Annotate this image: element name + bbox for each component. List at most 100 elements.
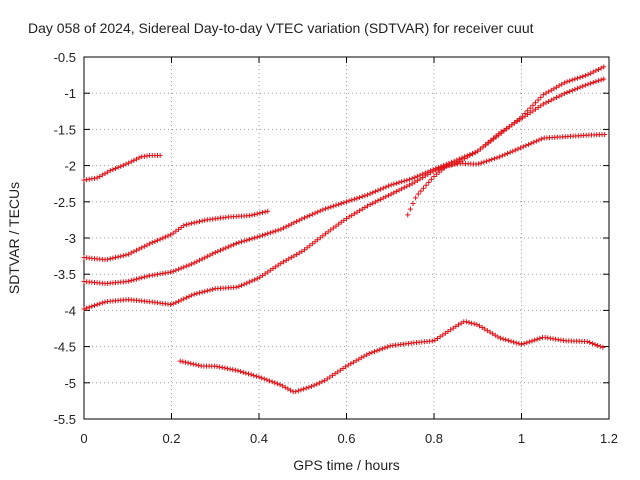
data-point: [357, 194, 363, 200]
data-point: [128, 250, 134, 256]
data-point: [324, 376, 330, 382]
data-point: [593, 68, 599, 74]
data-point: [561, 91, 567, 97]
series-satellite-5: [405, 131, 608, 218]
data-point: [459, 157, 465, 163]
y-tick-label: -5: [64, 376, 76, 391]
data-point: [191, 291, 197, 297]
data-point: [453, 323, 459, 329]
data-point: [336, 201, 342, 207]
data-point: [590, 79, 596, 85]
data-point: [267, 230, 273, 236]
data-point: [436, 169, 442, 175]
data-point: [325, 229, 331, 235]
data-point: [178, 265, 184, 271]
data-point: [353, 358, 359, 364]
data-point: [506, 124, 512, 130]
data-point: [396, 180, 402, 186]
data-point: [361, 353, 367, 359]
data-point: [344, 215, 349, 221]
data-point: [349, 197, 355, 203]
data-point: [505, 338, 511, 344]
data-point: [170, 268, 176, 274]
data-point: [527, 105, 533, 111]
data-point: [596, 66, 601, 72]
data-point: [286, 256, 292, 262]
data-point: [207, 252, 213, 258]
data-point: [115, 164, 121, 170]
data-point: [337, 367, 343, 373]
data-point: [128, 159, 134, 165]
data-point: [162, 234, 168, 240]
data-point: [265, 208, 271, 214]
data-point: [249, 212, 255, 218]
data-point: [238, 369, 244, 375]
data-point: [458, 320, 464, 326]
data-point: [519, 115, 525, 121]
data-point: [239, 282, 244, 288]
data-point: [386, 192, 391, 198]
data-point: [196, 362, 202, 368]
data-point: [194, 219, 200, 225]
data-point: [508, 338, 514, 344]
data-point: [588, 70, 594, 76]
data-point: [241, 281, 247, 287]
data-point: [126, 160, 132, 166]
data-point: [432, 337, 438, 343]
data-point: [601, 64, 607, 70]
data-point: [328, 227, 334, 233]
data-point: [478, 160, 484, 166]
data-point: [322, 378, 328, 384]
data-point: [585, 81, 591, 87]
data-point: [296, 217, 302, 223]
data-point: [243, 370, 249, 376]
data-point: [492, 332, 498, 338]
data-point: [359, 206, 365, 212]
grid: [84, 57, 609, 419]
data-point: [301, 386, 307, 392]
x-tick-label: 0.8: [425, 431, 443, 446]
data-point: [356, 356, 362, 362]
data-point: [502, 152, 508, 158]
data-point: [134, 247, 139, 253]
data-point: [577, 74, 583, 80]
data-point: [131, 157, 137, 163]
data-point: [439, 167, 445, 173]
data-point: [407, 206, 413, 212]
data-point: [548, 87, 554, 93]
data-point: [354, 209, 360, 215]
data-point: [157, 152, 163, 158]
data-point: [338, 201, 344, 207]
data-point: [601, 76, 607, 82]
data-point: [210, 286, 216, 292]
data-point: [99, 300, 105, 306]
data-point: [257, 210, 263, 216]
data-point: [401, 185, 407, 191]
data-point: [365, 203, 370, 209]
data-point: [225, 244, 231, 250]
data-point: [503, 337, 509, 343]
x-tick-label: 0: [80, 431, 87, 446]
data-point: [391, 190, 397, 196]
data-point: [273, 264, 279, 270]
data-point: [351, 359, 356, 365]
data-point: [269, 379, 275, 385]
data-point: [94, 175, 100, 181]
data-point: [374, 348, 380, 354]
data-point: [141, 243, 147, 249]
data-point: [533, 138, 539, 144]
data-point: [341, 200, 347, 206]
data-point: [589, 340, 595, 346]
y-tick-label: -3: [64, 231, 76, 246]
data-point: [526, 339, 532, 345]
data-point: [218, 247, 223, 253]
data-point: [358, 355, 364, 361]
data-point: [202, 217, 208, 223]
data-point: [572, 76, 578, 82]
data-point: [267, 378, 272, 384]
data-point: [472, 150, 478, 156]
data-point: [217, 364, 223, 370]
data-point: [86, 304, 92, 310]
data-point: [183, 263, 189, 269]
data-point: [380, 195, 386, 201]
